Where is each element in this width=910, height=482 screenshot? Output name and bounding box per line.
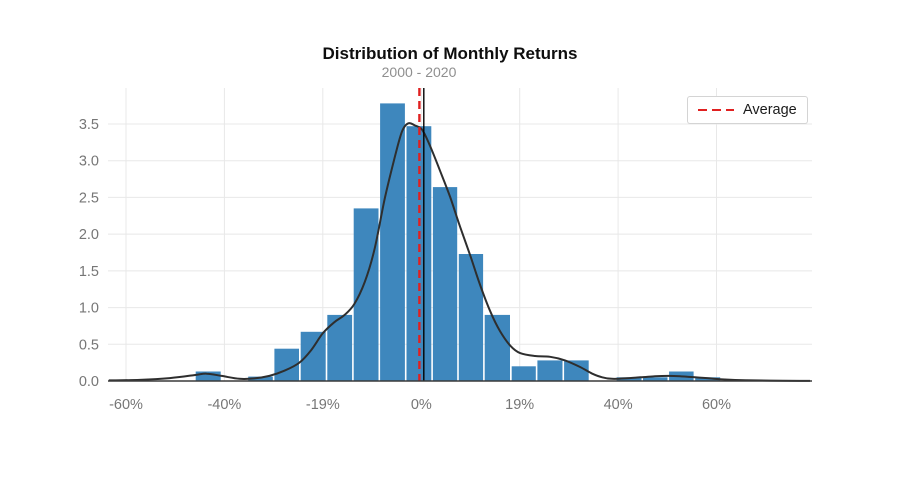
x-tick-label: 0% <box>411 397 432 413</box>
y-tick-label: 2.0 <box>79 227 99 243</box>
legend: Average <box>687 96 808 124</box>
histogram-bar <box>643 377 668 381</box>
histogram-bar <box>458 254 484 381</box>
chart-title: Distribution of Monthly Returns <box>322 44 578 63</box>
y-tick-label: 3.5 <box>79 117 99 133</box>
y-tick-label: 0.0 <box>79 374 99 390</box>
x-tick-label: -40% <box>207 397 241 413</box>
legend-dashed-line-icon <box>698 108 734 112</box>
x-tick-label: 40% <box>604 397 633 413</box>
x-tick-label: -60% <box>109 397 143 413</box>
legend-label-average: Average <box>743 102 797 118</box>
y-tick-label: 2.5 <box>79 190 99 206</box>
x-tick-label: 19% <box>505 397 534 413</box>
x-tick-label: -19% <box>306 397 340 413</box>
y-tick-label: 0.5 <box>79 337 99 353</box>
histogram-bar <box>353 208 379 381</box>
chart-subtitle: 2000 - 2020 <box>381 64 457 80</box>
histogram-bar <box>248 376 273 381</box>
histogram-bar <box>380 103 405 382</box>
y-tick-label: 1.5 <box>79 264 99 280</box>
x-tick-label: 60% <box>702 397 731 413</box>
histogram-bar <box>537 360 563 381</box>
y-tick-label: 1.0 <box>79 301 99 317</box>
histogram-bar <box>300 331 326 381</box>
histogram-bar <box>564 360 589 381</box>
y-tick-label: 3.0 <box>79 154 99 170</box>
histogram-bar <box>432 187 458 381</box>
histogram-bar <box>511 366 536 381</box>
kde-curve <box>108 122 810 382</box>
histogram-bar <box>195 371 221 381</box>
